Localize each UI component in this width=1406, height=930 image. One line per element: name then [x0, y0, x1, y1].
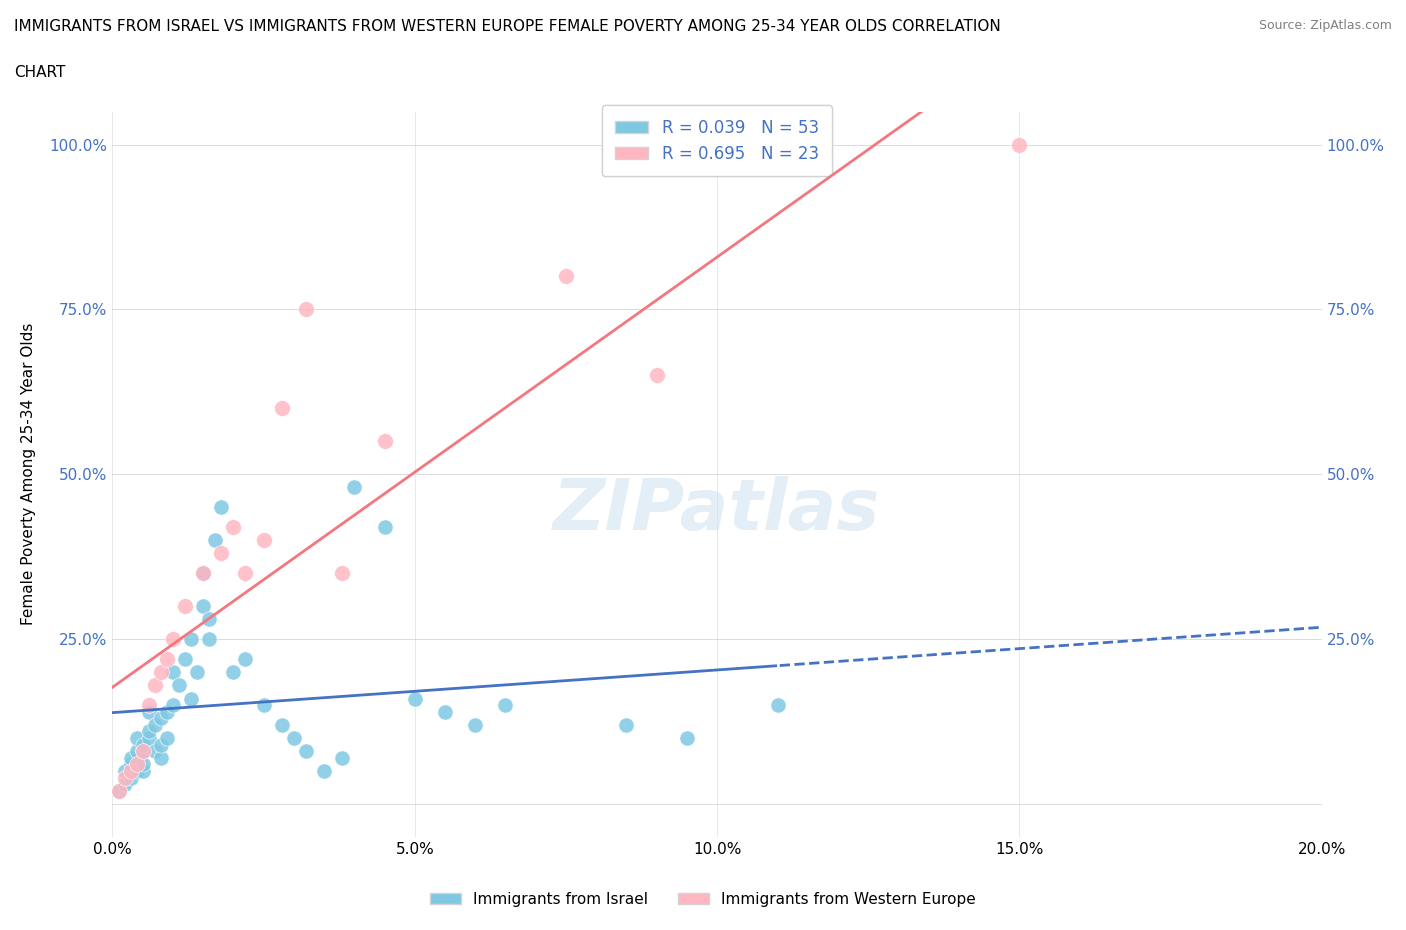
Point [270, 401, 292, 416]
Point [235, 565, 257, 580]
Point [554, 269, 576, 284]
Point [1008, 137, 1031, 152]
Point [204, 533, 226, 548]
Point [191, 565, 214, 580]
Point [149, 665, 172, 680]
Point [645, 368, 668, 383]
Point [222, 520, 245, 535]
Point [120, 764, 142, 778]
Point [235, 652, 257, 667]
Point [167, 678, 190, 693]
Point [191, 599, 214, 614]
Y-axis label: Female Poverty Among 25-34 Year Olds: Female Poverty Among 25-34 Year Olds [21, 323, 35, 626]
Point [253, 533, 276, 548]
Point [222, 665, 245, 680]
Point [198, 612, 221, 627]
Point [156, 704, 179, 719]
Point [132, 744, 155, 759]
Point [295, 302, 318, 317]
Point [186, 665, 208, 680]
Point [132, 744, 155, 759]
Point [114, 770, 136, 785]
Point [132, 757, 155, 772]
Point [191, 565, 214, 580]
Point [156, 731, 179, 746]
Point [143, 717, 166, 732]
Point [283, 731, 305, 746]
Point [253, 698, 276, 712]
Point [174, 599, 197, 614]
Point [138, 704, 160, 719]
Point [125, 744, 148, 759]
Text: ZIPatlas: ZIPatlas [554, 476, 880, 545]
Point [125, 731, 148, 746]
Point [433, 704, 456, 719]
Point [143, 678, 166, 693]
Point [143, 744, 166, 759]
Legend: Immigrants from Israel, Immigrants from Western Europe: Immigrants from Israel, Immigrants from … [425, 886, 981, 913]
Point [156, 652, 179, 667]
Point [149, 737, 172, 752]
Point [162, 631, 184, 646]
Point [138, 731, 160, 746]
Point [675, 731, 697, 746]
Point [295, 744, 318, 759]
Point [180, 631, 202, 646]
Point [162, 665, 184, 680]
Point [616, 717, 638, 732]
Point [162, 698, 184, 712]
Point [138, 698, 160, 712]
Point [209, 546, 232, 561]
Point [120, 770, 142, 785]
Point [209, 499, 232, 514]
Point [120, 751, 142, 765]
Point [330, 751, 353, 765]
Point [180, 691, 202, 706]
Point [766, 698, 789, 712]
Point [125, 757, 148, 772]
Point [330, 565, 353, 580]
Point [125, 764, 148, 778]
Point [343, 480, 366, 495]
Point [132, 737, 155, 752]
Text: IMMIGRANTS FROM ISRAEL VS IMMIGRANTS FROM WESTERN EUROPE FEMALE POVERTY AMONG 25: IMMIGRANTS FROM ISRAEL VS IMMIGRANTS FRO… [14, 19, 1001, 33]
Point [149, 751, 172, 765]
Point [314, 764, 336, 778]
Point [374, 520, 396, 535]
Text: Source: ZipAtlas.com: Source: ZipAtlas.com [1258, 19, 1392, 32]
Point [495, 698, 517, 712]
Point [174, 652, 197, 667]
Point [404, 691, 426, 706]
Point [114, 764, 136, 778]
Point [120, 757, 142, 772]
Point [374, 434, 396, 449]
Point [149, 711, 172, 725]
Point [114, 777, 136, 791]
Text: CHART: CHART [14, 65, 66, 80]
Legend: R = 0.039   N = 53, R = 0.695   N = 23: R = 0.039 N = 53, R = 0.695 N = 23 [602, 105, 832, 177]
Point [198, 631, 221, 646]
Point [132, 764, 155, 778]
Point [138, 724, 160, 739]
Point [107, 783, 129, 798]
Point [464, 717, 486, 732]
Point [107, 783, 129, 798]
Point [270, 717, 292, 732]
